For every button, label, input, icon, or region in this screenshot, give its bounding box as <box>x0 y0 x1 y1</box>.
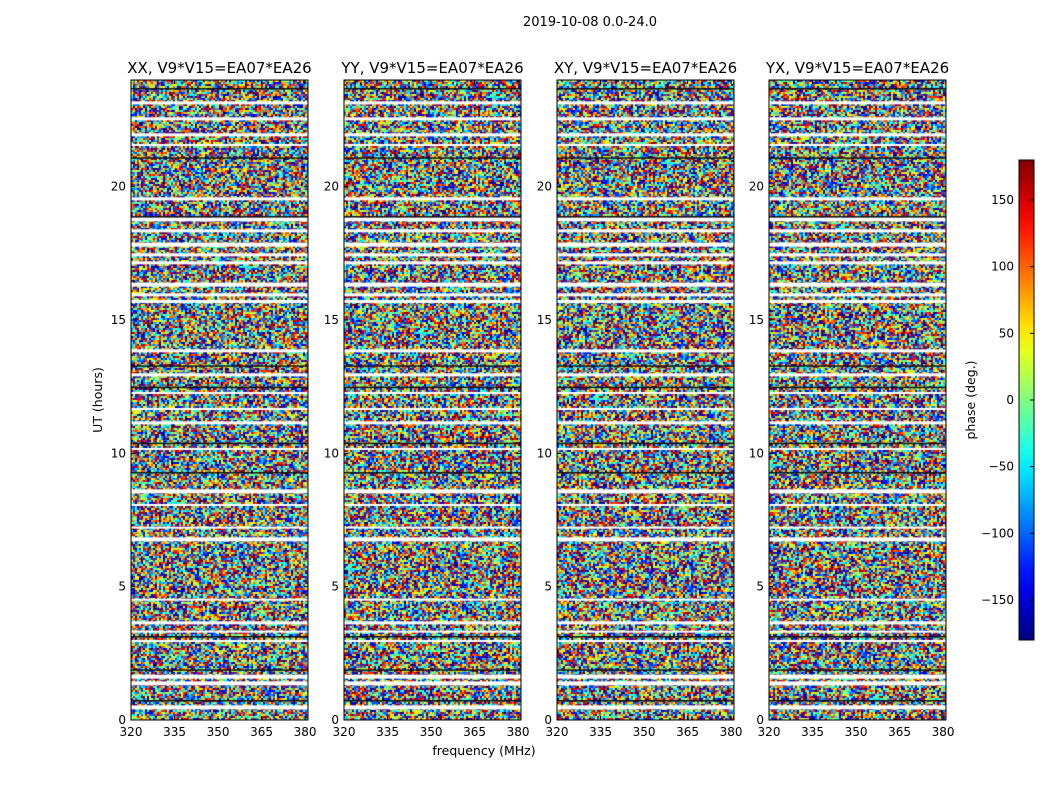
heatmap-image-1 <box>131 80 308 720</box>
x-tick-label: 365 <box>676 725 699 739</box>
panel-title: XX, V9*V15=EA07*EA26 <box>127 59 311 77</box>
colorbar-tick-label: 100 <box>991 260 1014 274</box>
panel-3: XY, V9*V15=EA07*EA26 320 335 350 365 380 0 5 10 1… <box>537 59 743 739</box>
x-tick-label: 350 <box>845 725 868 739</box>
colorbar-tick-label: 150 <box>991 193 1014 207</box>
y-tick-label: 20 <box>749 180 764 194</box>
heatmap-image-3 <box>557 80 734 720</box>
x-tick-label: 320 <box>333 725 356 739</box>
y-tick-label: 0 <box>756 713 764 727</box>
axes-frame <box>130 79 309 721</box>
panel-title: YX, V9*V15=EA07*EA26 <box>765 59 949 77</box>
y-tick-label: 0 <box>118 713 126 727</box>
panels-group: XX, V9*V15=EA07*EA26 320 335 350 365 380 0 5 10 1… <box>111 59 955 739</box>
y-tick-label: 0 <box>544 713 552 727</box>
x-tick-label: 380 <box>932 725 955 739</box>
x-tick-label: 320 <box>120 725 143 739</box>
x-tick-label: 350 <box>207 725 230 739</box>
panel-4: YX, V9*V15=EA07*EA26 320 335 350 365 380 0 5 10 1… <box>749 59 955 739</box>
axes-frame <box>556 79 735 721</box>
y-tick-label: 5 <box>544 580 552 594</box>
x-tick-label: 365 <box>250 725 273 739</box>
x-tick-label: 320 <box>758 725 781 739</box>
x-tick-label: 365 <box>888 725 911 739</box>
colorbar-tick-label: −100 <box>981 526 1014 540</box>
y-tick-label: 5 <box>118 580 126 594</box>
y-tick-label: 15 <box>324 313 339 327</box>
x-tick-label: 380 <box>294 725 317 739</box>
x-tick-label: 365 <box>463 725 486 739</box>
figure-title: 2019-10-08 0.0-24.0 <box>523 15 657 30</box>
colorbar: 150 100 50 0 −50 −100 −150 <box>981 159 1035 641</box>
panel-title: YY, V9*V15=EA07*EA26 <box>340 59 523 77</box>
colorbar-tick-label: 0 <box>1006 393 1014 407</box>
y-tick-label: 10 <box>324 446 339 460</box>
x-tick-label: 320 <box>546 725 569 739</box>
panel-1: XX, V9*V15=EA07*EA26 320 335 350 365 380 0 5 10 1… <box>111 59 317 739</box>
panel-2: YY, V9*V15=EA07*EA26 320 335 350 365 380 0 5 10 1… <box>324 59 530 739</box>
y-tick-label: 10 <box>537 446 552 460</box>
x-tick-label: 380 <box>720 725 743 739</box>
axes-frame <box>343 79 522 721</box>
y-tick-label: 0 <box>331 713 339 727</box>
heatmap-image-2 <box>344 80 521 720</box>
x-tick-label: 335 <box>589 725 612 739</box>
y-tick-label: 20 <box>324 180 339 194</box>
x-tick-label: 335 <box>376 725 399 739</box>
x-tick-label: 380 <box>507 725 530 739</box>
colorbar-tick-label: −50 <box>989 460 1014 474</box>
axes-frame <box>768 79 947 721</box>
y-tick-label: 10 <box>749 446 764 460</box>
panel-title: XY, V9*V15=EA07*EA26 <box>554 59 737 77</box>
x-tick-label: 350 <box>633 725 656 739</box>
heatmap-image-4 <box>769 80 946 720</box>
y-tick-label: 15 <box>537 313 552 327</box>
y-axis-label: UT (hours) <box>90 367 105 433</box>
y-tick-label: 10 <box>111 446 126 460</box>
x-axis-label: frequency (MHz) <box>432 743 535 758</box>
y-tick-label: 15 <box>749 313 764 327</box>
x-tick-label: 335 <box>163 725 186 739</box>
y-tick-label: 5 <box>331 580 339 594</box>
x-tick-label: 335 <box>801 725 824 739</box>
x-tick-label: 350 <box>420 725 443 739</box>
y-tick-label: 15 <box>111 313 126 327</box>
colorbar-tick-label: −150 <box>981 593 1014 607</box>
y-tick-label: 5 <box>756 580 764 594</box>
y-tick-label: 20 <box>537 180 552 194</box>
y-tick-label: 20 <box>111 180 126 194</box>
colorbar-label: phase (deg.) <box>963 361 978 440</box>
colorbar-tick-label: 50 <box>999 326 1014 340</box>
